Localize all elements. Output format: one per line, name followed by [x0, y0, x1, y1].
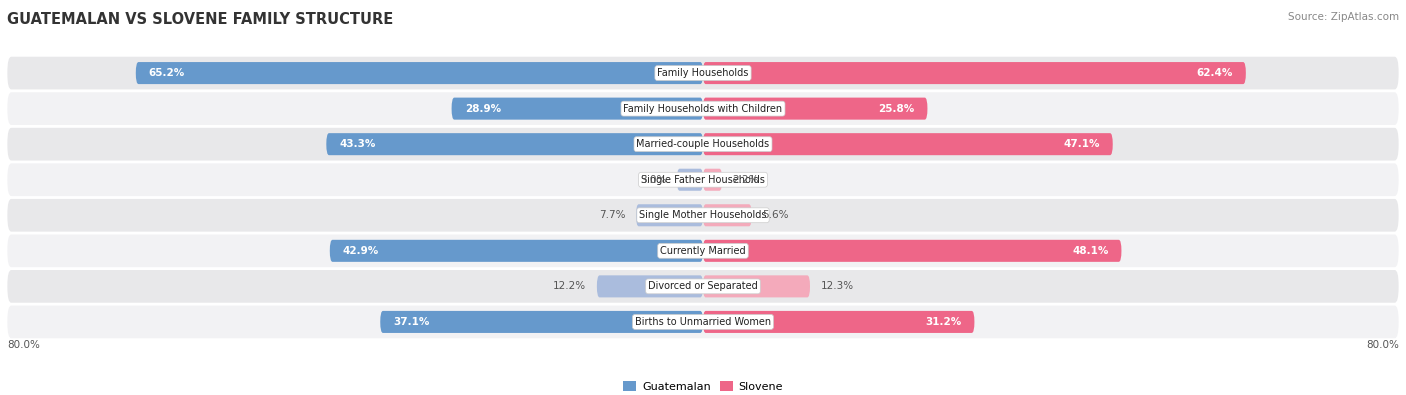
- Text: GUATEMALAN VS SLOVENE FAMILY STRUCTURE: GUATEMALAN VS SLOVENE FAMILY STRUCTURE: [7, 12, 394, 27]
- Text: 80.0%: 80.0%: [7, 340, 39, 350]
- FancyBboxPatch shape: [7, 92, 1399, 125]
- FancyBboxPatch shape: [636, 204, 703, 226]
- FancyBboxPatch shape: [598, 275, 703, 297]
- Text: 62.4%: 62.4%: [1197, 68, 1233, 78]
- FancyBboxPatch shape: [676, 169, 703, 191]
- FancyBboxPatch shape: [7, 306, 1399, 338]
- FancyBboxPatch shape: [7, 164, 1399, 196]
- Text: 25.8%: 25.8%: [879, 103, 914, 114]
- FancyBboxPatch shape: [703, 204, 752, 226]
- FancyBboxPatch shape: [380, 311, 703, 333]
- Text: Divorced or Separated: Divorced or Separated: [648, 281, 758, 292]
- Text: 43.3%: 43.3%: [339, 139, 375, 149]
- FancyBboxPatch shape: [326, 133, 703, 155]
- FancyBboxPatch shape: [703, 311, 974, 333]
- Text: Single Mother Households: Single Mother Households: [640, 210, 766, 220]
- Text: 37.1%: 37.1%: [394, 317, 430, 327]
- FancyBboxPatch shape: [703, 98, 928, 120]
- Text: Family Households: Family Households: [658, 68, 748, 78]
- FancyBboxPatch shape: [7, 270, 1399, 303]
- Text: 28.9%: 28.9%: [464, 103, 501, 114]
- Text: Currently Married: Currently Married: [661, 246, 745, 256]
- Text: 5.6%: 5.6%: [762, 210, 789, 220]
- Text: 2.2%: 2.2%: [733, 175, 759, 185]
- Text: 47.1%: 47.1%: [1063, 139, 1099, 149]
- Text: Births to Unmarried Women: Births to Unmarried Women: [636, 317, 770, 327]
- FancyBboxPatch shape: [703, 169, 723, 191]
- FancyBboxPatch shape: [703, 240, 1122, 262]
- Text: 31.2%: 31.2%: [925, 317, 962, 327]
- Legend: Guatemalan, Slovene: Guatemalan, Slovene: [619, 377, 787, 395]
- FancyBboxPatch shape: [136, 62, 703, 84]
- Text: 12.3%: 12.3%: [821, 281, 853, 292]
- Text: Married-couple Households: Married-couple Households: [637, 139, 769, 149]
- FancyBboxPatch shape: [703, 62, 1246, 84]
- FancyBboxPatch shape: [7, 128, 1399, 160]
- Text: 3.0%: 3.0%: [640, 175, 666, 185]
- FancyBboxPatch shape: [330, 240, 703, 262]
- Text: Single Father Households: Single Father Households: [641, 175, 765, 185]
- FancyBboxPatch shape: [7, 199, 1399, 231]
- Text: Source: ZipAtlas.com: Source: ZipAtlas.com: [1288, 12, 1399, 22]
- FancyBboxPatch shape: [451, 98, 703, 120]
- Text: 48.1%: 48.1%: [1071, 246, 1108, 256]
- Text: 7.7%: 7.7%: [599, 210, 626, 220]
- FancyBboxPatch shape: [7, 57, 1399, 89]
- FancyBboxPatch shape: [7, 235, 1399, 267]
- Text: Family Households with Children: Family Households with Children: [623, 103, 783, 114]
- Text: 65.2%: 65.2%: [149, 68, 186, 78]
- Text: 12.2%: 12.2%: [554, 281, 586, 292]
- FancyBboxPatch shape: [703, 133, 1112, 155]
- Text: 42.9%: 42.9%: [343, 246, 380, 256]
- FancyBboxPatch shape: [703, 275, 810, 297]
- Text: 80.0%: 80.0%: [1367, 340, 1399, 350]
